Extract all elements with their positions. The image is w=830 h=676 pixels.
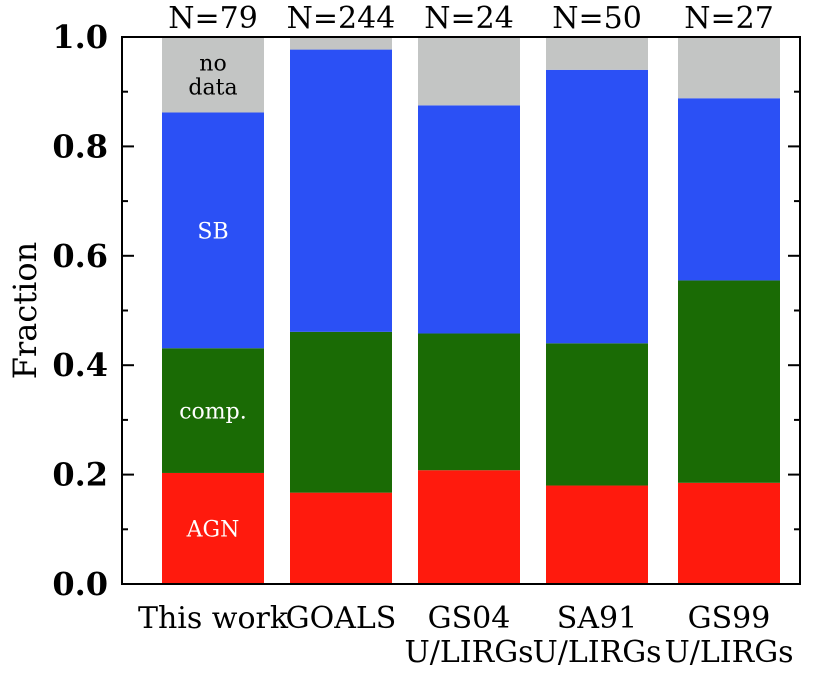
segment-label-line: SB <box>197 219 228 244</box>
category-label-1: GOALS <box>286 601 397 636</box>
category-label-line: GS04 <box>428 601 511 636</box>
bar-segment-agn-3 <box>546 485 648 584</box>
y-axis: 0.0 0.2 0.4 0.6 0.8 1.0 <box>52 18 800 603</box>
bar-segment-agn-1 <box>290 492 392 584</box>
category-label-line: SA91 <box>557 601 637 636</box>
category-label-4: GS99 U/LIRGs <box>664 601 793 670</box>
segment-label-line: comp. <box>179 400 247 425</box>
y-tick-label: 0.6 <box>52 237 108 275</box>
bar-segment-no-data-3 <box>546 37 648 70</box>
bar-segment-sb-2 <box>418 105 520 334</box>
bar-segment-comp--1 <box>290 331 392 493</box>
segment-label-line: no <box>199 52 226 77</box>
bar-segment-no-data-2 <box>418 37 520 106</box>
segment-label-line: data <box>188 76 237 101</box>
category-label-line: GS99 <box>688 601 771 636</box>
bar-segment-no-data-0 <box>162 37 264 113</box>
segment-label-line: AGN <box>186 517 240 542</box>
bar-segment-comp--4 <box>678 280 780 483</box>
y-tick-label: 0.4 <box>52 346 108 384</box>
segment-label-2: SB <box>197 219 228 244</box>
category-label-line: GOALS <box>286 601 397 636</box>
category-label-2: GS04 U/LIRGs <box>404 601 533 670</box>
bar-segment-no-data-1 <box>290 37 392 50</box>
bar-segment-comp--2 <box>418 333 520 471</box>
y-tick-label: 0.0 <box>52 565 108 603</box>
segment-labels-layer: AGN comp. SB no data <box>179 52 247 543</box>
category-label-line: U/LIRGs <box>404 635 533 670</box>
bar-segment-no-data-4 <box>678 37 780 99</box>
bar-segment-agn-4 <box>678 482 780 584</box>
y-tick-label: 0.2 <box>52 456 108 494</box>
sample-size-label-2: N=24 <box>424 1 514 36</box>
bars-layer <box>162 37 780 584</box>
category-label-line: This work <box>138 601 289 636</box>
bar-segment-sb-0 <box>162 112 264 349</box>
bar-segment-agn-0 <box>162 472 264 584</box>
bar-segment-comp--3 <box>546 343 648 486</box>
sample-size-label-1: N=244 <box>287 1 396 36</box>
sample-size-label-3: N=50 <box>552 1 642 36</box>
sample-size-labels: N=79 N=244 N=24 N=50 N=27 <box>168 1 774 36</box>
y-tick-label: 1.0 <box>52 18 108 56</box>
category-label-0: This work <box>138 601 289 636</box>
bar-segment-sb-3 <box>546 69 648 344</box>
sample-size-label-0: N=79 <box>168 1 258 36</box>
bar-segment-agn-2 <box>418 470 520 584</box>
category-label-line: U/LIRGs <box>532 635 661 670</box>
segment-label-1: comp. <box>179 400 247 425</box>
segment-label-0: AGN <box>186 517 240 542</box>
bar-segment-sb-4 <box>678 98 780 281</box>
y-tick-label: 0.8 <box>52 127 108 165</box>
bar-segment-sb-1 <box>290 49 392 332</box>
segment-label-3: no data <box>188 52 237 101</box>
category-label-line: U/LIRGs <box>664 635 793 670</box>
category-label-3: SA91 U/LIRGs <box>532 601 661 670</box>
y-axis-label: Fraction <box>6 242 44 379</box>
bar-segment-comp--0 <box>162 348 264 473</box>
sample-size-label-4: N=27 <box>684 1 774 36</box>
